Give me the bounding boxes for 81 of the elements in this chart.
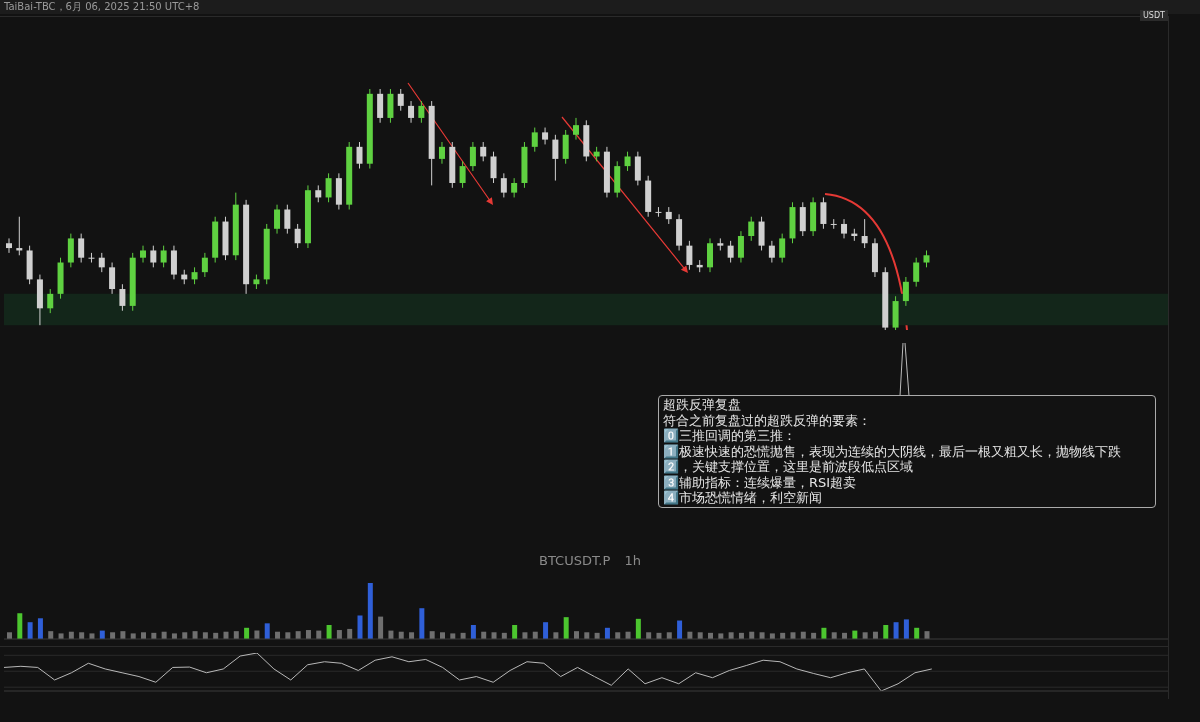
- bar: [17, 613, 23, 639]
- candlestick: [408, 100, 415, 124]
- candlestick: [356, 141, 363, 170]
- candlestick: [511, 177, 518, 198]
- bar: [635, 618, 641, 639]
- bar: [563, 617, 569, 639]
- bar: [233, 631, 239, 639]
- y-axis-title: USDT: [1140, 10, 1168, 21]
- bar: [924, 631, 930, 639]
- bar: [677, 620, 683, 639]
- bar: [27, 622, 33, 639]
- candlestick: [748, 216, 755, 242]
- text: 2⃣，关键支撑位置，这里是前波段低点区域: [663, 459, 914, 474]
- candlestick: [459, 160, 466, 189]
- candlestick: [552, 134, 559, 182]
- text: 1⃣极速快速的恐慌抛售，表现为连续的大阴线，最后一根又粗又长，抛物线下跌: [663, 443, 1122, 459]
- bar: [419, 608, 425, 639]
- text: 符合之前复盘过的超跌反弹的要素：: [663, 412, 872, 428]
- candlestick: [78, 233, 85, 264]
- bar: [429, 631, 435, 639]
- candlestick: [830, 218, 837, 230]
- candlestick: [913, 257, 920, 288]
- candlestick: [98, 252, 105, 273]
- bar: [883, 625, 889, 639]
- candlestick: [727, 240, 734, 264]
- candlestick: [201, 252, 208, 278]
- bar: [192, 631, 198, 639]
- candlestick: [160, 245, 167, 268]
- bar: [37, 618, 43, 639]
- candlestick: [47, 288, 54, 314]
- bar: [326, 625, 332, 639]
- candlestick: [418, 100, 425, 124]
- candlestick: [902, 276, 909, 307]
- bar: [903, 619, 909, 639]
- candlestick: [573, 117, 579, 141]
- candlestick: [737, 230, 744, 264]
- candlestick: [284, 204, 291, 235]
- bar: [893, 622, 899, 639]
- bar: [574, 631, 579, 639]
- bar: [543, 622, 549, 639]
- candlestick: [109, 262, 116, 295]
- candlestick: [438, 141, 445, 165]
- text: 4⃣市场恐慌情绪，利空新闻: [663, 490, 823, 506]
- candlestick: [119, 283, 126, 312]
- candlestick: [542, 127, 549, 145]
- text: 3⃣辅助指标：连续爆量，RSI超卖: [663, 474, 858, 490]
- candlestick: [150, 245, 157, 268]
- candlestick: [624, 151, 631, 172]
- candlestick: [88, 252, 95, 264]
- bar: [367, 583, 373, 639]
- text: 0⃣三推回调的第三推：: [663, 428, 797, 443]
- bar: [357, 615, 363, 639]
- candlestick: [294, 223, 301, 249]
- candlestick: [469, 141, 476, 172]
- candlestick: [500, 172, 507, 198]
- candlestick: [820, 196, 827, 230]
- candlestick: [779, 233, 786, 264]
- candlestick: [325, 172, 332, 203]
- candlestick: [397, 89, 404, 112]
- bar: [378, 616, 384, 639]
- text: BTCUSDT.P 1h: [538, 553, 642, 568]
- candlestick: [861, 218, 868, 249]
- text: 超跌反弹复盘: [663, 397, 742, 413]
- bar: [295, 631, 301, 639]
- candlestick: [480, 141, 487, 162]
- text: TaiBai-TBC，6月 06, 2025 21:50 UTC+8: [4, 1, 200, 13]
- candlestick: [6, 237, 12, 254]
- candlestick: [768, 240, 775, 264]
- bar: [347, 628, 353, 639]
- bar: [264, 623, 270, 639]
- candlestick: [531, 127, 538, 153]
- candlestick: [655, 206, 662, 218]
- candlestick: [686, 240, 693, 271]
- bar: [48, 631, 54, 639]
- candlestick: [841, 218, 848, 239]
- bar: [512, 625, 518, 639]
- candlestick: [140, 245, 147, 264]
- bar: [470, 625, 476, 639]
- bar: [120, 631, 126, 639]
- candlestick: [490, 151, 497, 184]
- candlestick: [274, 204, 281, 235]
